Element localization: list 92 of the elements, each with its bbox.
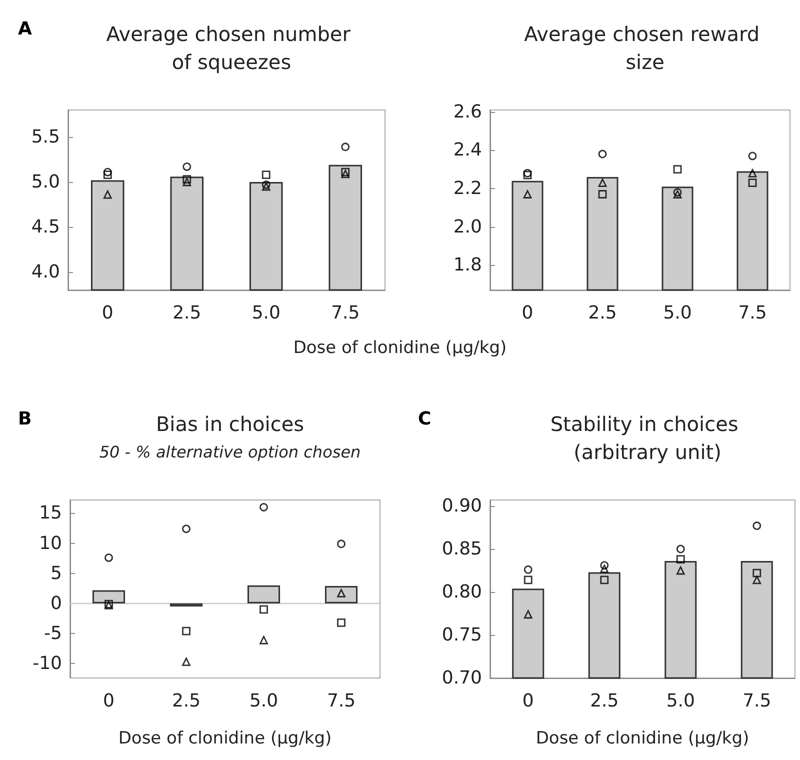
chart-subtitle: 50 - % alternative option chosen xyxy=(99,442,361,462)
point xyxy=(752,568,762,578)
x-tick-label: 5.0 xyxy=(663,302,692,324)
x-tick-label: 7.5 xyxy=(742,690,772,712)
point xyxy=(676,544,685,554)
point xyxy=(260,605,268,614)
point xyxy=(523,190,532,198)
point xyxy=(104,554,113,562)
x-tick-label: 2.5 xyxy=(172,690,201,712)
x-tick-label: 0 xyxy=(522,302,534,324)
point xyxy=(260,636,268,644)
y-tick-label: 4.5 xyxy=(31,216,60,238)
point xyxy=(337,618,346,627)
point xyxy=(262,182,270,191)
point xyxy=(752,576,762,584)
point xyxy=(748,178,757,187)
point xyxy=(752,522,762,530)
x-tick-label: 7.5 xyxy=(738,302,767,324)
y-tick-label: 5 xyxy=(50,562,62,584)
point xyxy=(598,178,607,187)
point xyxy=(103,168,112,176)
point xyxy=(673,188,682,197)
chart-title: Average chosen reward size xyxy=(524,22,766,74)
point xyxy=(337,540,346,548)
point xyxy=(260,503,268,512)
point xyxy=(103,190,112,199)
point xyxy=(341,142,350,152)
y-tick-label: -5 xyxy=(44,623,62,644)
x-tick-label: 0 xyxy=(103,690,114,712)
x-tick-label: 5.0 xyxy=(252,302,280,324)
y-tick-label: 2.0 xyxy=(453,216,482,238)
y-tick-label: 0.70 xyxy=(442,668,482,688)
point xyxy=(748,168,757,178)
point xyxy=(341,168,350,176)
x-tick-label: 0 xyxy=(522,690,534,712)
y-tick-label: 0.90 xyxy=(442,496,482,517)
chart-title: Bias in choices xyxy=(156,412,304,436)
y-tick-label: 2.4 xyxy=(453,140,482,161)
x-axis-title: Dose of clonidine (µg/kg) xyxy=(118,728,332,748)
x-axis-title: Dose of clonidine (µg/kg) xyxy=(536,728,750,748)
y-tick-label: 15 xyxy=(39,502,62,524)
point xyxy=(182,175,192,184)
point xyxy=(600,561,609,570)
x-axis-title: Dose of clonidine (µg/kg) xyxy=(292,338,508,358)
x-tick-label: 0 xyxy=(102,302,114,324)
chart-title: Stability in choices (arbitrary unit) xyxy=(550,412,745,464)
point xyxy=(676,566,685,575)
y-tick-label: 0 xyxy=(50,592,62,614)
point xyxy=(598,190,607,198)
chart-title: Average chosen number of squeezes xyxy=(106,22,357,74)
point xyxy=(524,610,532,619)
point xyxy=(182,524,190,534)
y-tick-label: 2.6 xyxy=(453,101,482,122)
y-tick-label: 10 xyxy=(39,532,62,554)
x-tick-label: 5.0 xyxy=(666,690,695,712)
text: C xyxy=(418,408,432,430)
x-tick-label: 2.5 xyxy=(590,690,619,712)
y-tick-label: -10 xyxy=(32,653,62,674)
point xyxy=(748,152,757,160)
text: A xyxy=(18,18,32,40)
point xyxy=(182,162,192,171)
y-tick-label: 1.8 xyxy=(453,254,482,276)
point xyxy=(600,564,609,573)
point xyxy=(598,150,607,158)
point xyxy=(524,565,532,574)
y-tick-label: 5.0 xyxy=(31,172,60,192)
y-tick-label: 0.85 xyxy=(442,538,482,560)
point xyxy=(182,626,190,636)
point xyxy=(523,168,532,178)
point xyxy=(103,170,112,179)
point xyxy=(600,576,609,584)
point xyxy=(673,190,682,198)
point xyxy=(182,178,192,186)
point xyxy=(673,165,682,174)
y-tick-label: 5.5 xyxy=(31,126,60,148)
point xyxy=(524,576,532,584)
x-tick-label: 2.5 xyxy=(588,302,617,324)
point xyxy=(182,658,190,666)
text: B xyxy=(18,408,32,430)
y-tick-label: 4.0 xyxy=(31,262,60,282)
y-tick-label: 2.2 xyxy=(453,178,482,200)
point xyxy=(262,180,270,189)
point xyxy=(262,170,270,179)
point xyxy=(523,170,532,180)
x-tick-label: 7.5 xyxy=(331,302,360,324)
x-tick-label: 2.5 xyxy=(172,302,202,324)
x-tick-label: 5.0 xyxy=(249,690,278,712)
y-tick-label: 0.75 xyxy=(442,624,482,646)
x-tick-label: 7.5 xyxy=(326,690,356,712)
y-tick-label: 0.80 xyxy=(442,582,482,603)
point xyxy=(676,555,685,564)
point xyxy=(341,170,350,178)
